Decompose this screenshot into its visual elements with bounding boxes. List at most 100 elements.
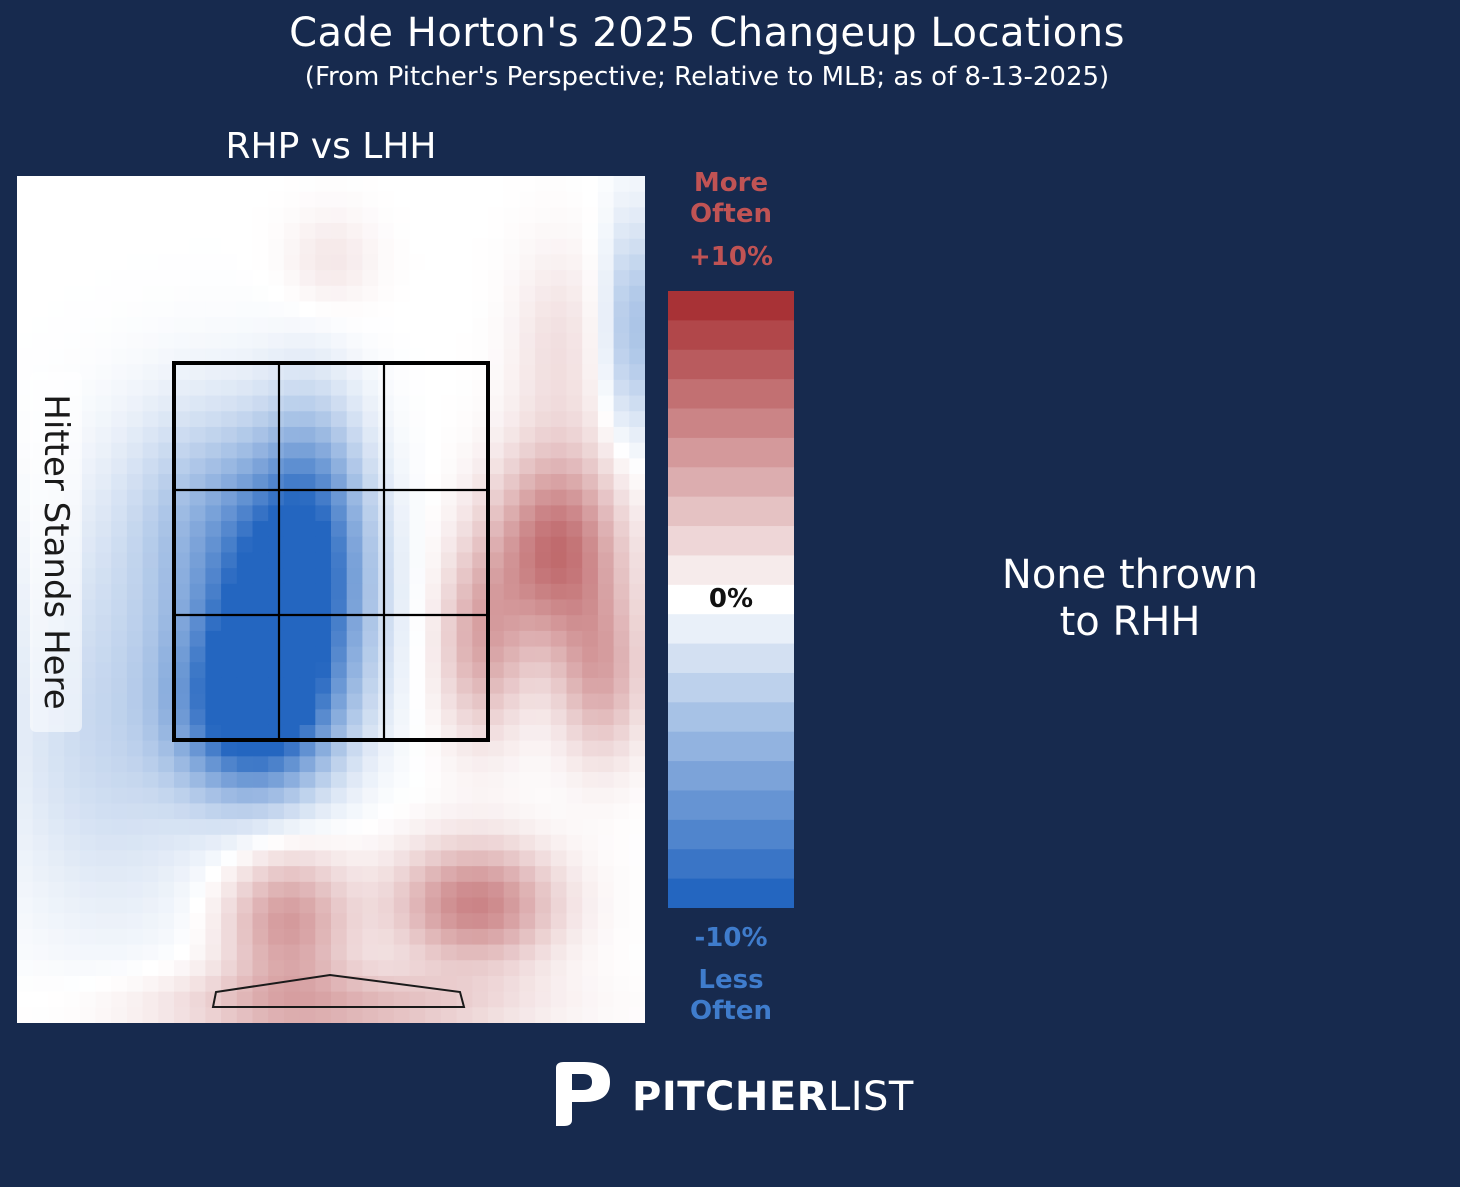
heatmap-cell bbox=[597, 332, 615, 350]
heatmap-cell bbox=[378, 552, 395, 569]
heatmap-cell bbox=[142, 975, 159, 993]
heatmap-cell bbox=[472, 207, 489, 224]
heatmap-cell bbox=[205, 223, 222, 240]
heatmap-cell bbox=[456, 1007, 473, 1023]
heatmap-cell bbox=[95, 285, 112, 303]
heatmap-cell bbox=[158, 568, 175, 585]
heatmap-cell bbox=[158, 803, 175, 820]
heatmap-cell bbox=[503, 834, 520, 852]
heatmap-cell bbox=[519, 740, 536, 757]
heatmap-cell bbox=[503, 897, 520, 914]
heatmap-cell bbox=[378, 583, 395, 601]
heatmap-cell bbox=[189, 301, 206, 318]
heatmap-cell bbox=[456, 787, 473, 805]
heatmap-cell bbox=[331, 803, 348, 820]
heatmap-cell bbox=[393, 772, 411, 789]
heatmap-cell bbox=[299, 238, 316, 256]
heatmap-cell bbox=[142, 301, 159, 318]
heatmap-cell bbox=[48, 301, 65, 318]
heatmap-cell bbox=[252, 474, 269, 491]
heatmap-cell bbox=[582, 442, 599, 459]
heatmap-cell bbox=[346, 913, 363, 930]
heatmap-cell bbox=[79, 944, 97, 961]
heatmap-cell bbox=[158, 991, 175, 1008]
heatmap-cell bbox=[456, 944, 473, 961]
heatmap-cell bbox=[535, 301, 552, 318]
heatmap-cell bbox=[189, 395, 206, 412]
heatmap-cell bbox=[17, 991, 34, 1008]
heatmap-cell bbox=[64, 317, 81, 334]
heatmap-cell bbox=[597, 724, 615, 742]
heatmap-cell bbox=[189, 599, 206, 616]
heatmap-cell bbox=[79, 505, 97, 522]
heatmap-cell bbox=[268, 332, 285, 350]
heatmap-cell bbox=[17, 928, 34, 946]
heatmap-cell bbox=[472, 615, 489, 632]
heatmap-cell bbox=[79, 819, 97, 836]
heatmap-cell bbox=[174, 772, 191, 789]
heatmap-cell bbox=[17, 740, 34, 757]
heatmap-cell bbox=[111, 709, 128, 726]
heatmap-cell bbox=[519, 724, 536, 742]
heatmap-cell bbox=[189, 254, 206, 271]
heatmap-cell bbox=[597, 772, 615, 789]
heatmap-cell bbox=[221, 395, 238, 412]
heatmap-cell bbox=[346, 332, 363, 350]
heatmap-cell bbox=[205, 913, 222, 930]
heatmap-cell bbox=[440, 301, 458, 318]
heatmap-cell bbox=[425, 803, 442, 820]
heatmap-cell bbox=[283, 474, 301, 491]
heatmap-cell bbox=[189, 317, 206, 334]
heatmap-cell bbox=[268, 442, 285, 459]
heatmap-cell bbox=[331, 615, 348, 632]
heatmap-cell bbox=[456, 991, 473, 1008]
heatmap-cell bbox=[613, 442, 630, 459]
heatmap-cell bbox=[378, 191, 395, 208]
heatmap-cell bbox=[566, 395, 583, 412]
heatmap-cell bbox=[378, 458, 395, 475]
heatmap-cell bbox=[503, 928, 520, 946]
heatmap-cell bbox=[315, 223, 332, 240]
colorbar-step bbox=[668, 526, 794, 556]
heatmap-cell bbox=[566, 379, 583, 397]
heatmap-cell bbox=[378, 975, 395, 993]
heatmap-cell bbox=[472, 348, 489, 365]
heatmap-cell bbox=[79, 521, 97, 538]
heatmap-cell bbox=[95, 975, 112, 993]
heatmap-cell bbox=[456, 521, 473, 538]
heatmap-cell bbox=[597, 834, 615, 852]
heatmap-cell bbox=[519, 991, 536, 1008]
heatmap-cell bbox=[79, 552, 97, 569]
heatmap-cell bbox=[566, 677, 583, 695]
heatmap-cell bbox=[17, 568, 34, 585]
heatmap-cell bbox=[48, 928, 65, 946]
heatmap-cell bbox=[472, 568, 489, 585]
heatmap-cell bbox=[174, 944, 191, 961]
heatmap-cell bbox=[503, 630, 520, 648]
heatmap-cell bbox=[378, 866, 395, 883]
heatmap-cell bbox=[425, 677, 442, 695]
heatmap-cell bbox=[488, 866, 505, 883]
heatmap-cell bbox=[362, 834, 379, 852]
heatmap-cell bbox=[346, 442, 363, 459]
heatmap-cell bbox=[158, 521, 175, 538]
heatmap-cell bbox=[17, 897, 34, 914]
heatmap-cell bbox=[535, 395, 552, 412]
heatmap-cell bbox=[409, 724, 426, 742]
heatmap-cell bbox=[535, 819, 552, 836]
heatmap-cell bbox=[503, 301, 520, 318]
heatmap-cell bbox=[346, 191, 363, 208]
heatmap-cell bbox=[95, 270, 112, 287]
heatmap-cell bbox=[425, 881, 442, 899]
heatmap-cell bbox=[236, 348, 254, 365]
heatmap-cell bbox=[629, 693, 645, 710]
heatmap-cell bbox=[189, 176, 206, 193]
heatmap-cell bbox=[189, 552, 206, 569]
heatmap-cell bbox=[456, 191, 473, 208]
heatmap-cell bbox=[613, 238, 630, 256]
heatmap-cell bbox=[613, 285, 630, 303]
heatmap-cell bbox=[268, 474, 285, 491]
heatmap-cell bbox=[597, 819, 615, 836]
heatmap-cell bbox=[613, 364, 630, 381]
heatmap-cell bbox=[503, 411, 520, 428]
